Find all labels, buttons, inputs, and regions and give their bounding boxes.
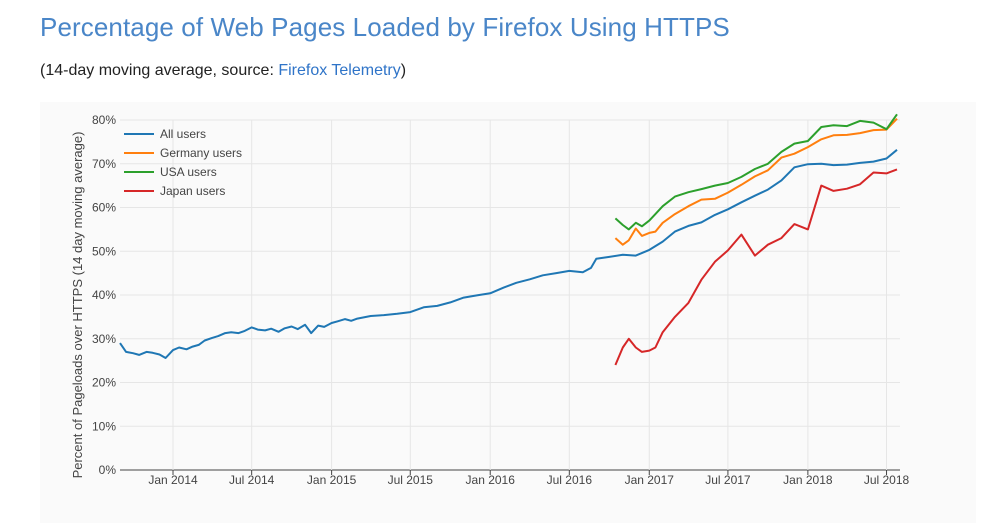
- legend-label-usa: USA users: [160, 165, 217, 179]
- series-layer: [119, 113, 898, 366]
- grid-lines: [120, 119, 900, 475]
- x-tick-label: Jul 2017: [705, 473, 751, 487]
- y-tick-label: 10%: [92, 419, 116, 433]
- x-tick-label: Jul 2015: [388, 473, 434, 487]
- legend-label-all: All users: [160, 127, 206, 141]
- x-tick-label: Jul 2014: [229, 473, 275, 487]
- x-tick-label: Jan 2017: [625, 473, 675, 487]
- y-tick-label: 40%: [92, 288, 116, 302]
- chart-panel: [40, 102, 976, 523]
- series-line-all: [119, 149, 898, 359]
- subtitle-suffix: ): [400, 62, 407, 79]
- subtitle-prefix: (14-day moving average, source:: [40, 62, 279, 79]
- series-line-germany: [614, 118, 898, 246]
- x-tick-labels: Jan 2014 Jul 2014 Jan 2015 Jul 2015 Jan 2016…: [148, 473, 909, 487]
- series-line-japan: [614, 168, 898, 366]
- y-tick-label: 50%: [92, 244, 116, 258]
- subtitle: (14-day moving average, source: Firefox …: [40, 62, 406, 80]
- y-tick-label: 80%: [92, 113, 116, 127]
- series-line-usa: [614, 113, 898, 231]
- y-axis-label: Percent of Pageloads over HTTPS (14 day …: [70, 132, 85, 479]
- y-tick-labels: 0% 10% 20% 30% 40% 50% 60% 70% 80%: [92, 113, 116, 477]
- y-tick-label: 20%: [92, 376, 116, 390]
- y-tick-label: 70%: [92, 157, 116, 171]
- legend-label-japan: Japan users: [160, 184, 225, 198]
- x-tick-label: Jan 2015: [307, 473, 357, 487]
- x-tick-label: Jan 2018: [783, 473, 833, 487]
- y-tick-label: 60%: [92, 201, 116, 215]
- x-tick-label: Jul 2016: [547, 473, 593, 487]
- page-title: Percentage of Web Pages Loaded by Firefo…: [40, 12, 730, 42]
- legend: All users Germany users USA users Japan use…: [124, 127, 242, 198]
- x-tick-label: Jan 2016: [466, 473, 516, 487]
- legend-label-germany: Germany users: [160, 146, 242, 160]
- x-tick-label: Jan 2014: [148, 473, 198, 487]
- x-tick-label: Jul 2018: [864, 473, 910, 487]
- y-tick-label: 0%: [99, 463, 117, 477]
- y-tick-label: 30%: [92, 332, 116, 346]
- firefox-telemetry-link[interactable]: Firefox Telemetry: [278, 62, 401, 79]
